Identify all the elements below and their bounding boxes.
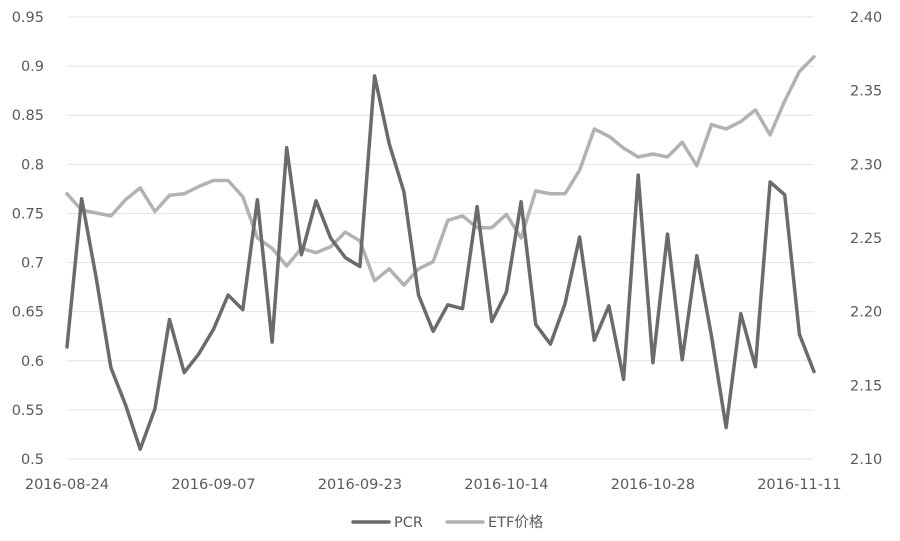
left-y-tick-label: 0.85: [12, 108, 44, 124]
x-tick-label: 2016-11-11: [757, 477, 841, 493]
right-y-tick-label: 2.35: [850, 84, 882, 100]
x-axis: 2016-08-24 2016-09-07 2016-09-23 2016-10-14…: [25, 477, 842, 493]
left-y-tick-label: 0.75: [12, 206, 44, 222]
x-tick-label: 2016-08-24: [25, 477, 109, 493]
left-y-tick-label: 0.9: [21, 59, 44, 75]
legend-label-pcr: PCR: [394, 515, 423, 531]
left-y-tick-label: 0.5: [21, 452, 44, 468]
right-y-tick-label: 2.25: [850, 231, 882, 247]
left-y-tick-label: 0.55: [12, 403, 44, 419]
left-y-tick-label: 0.7: [21, 256, 44, 272]
right-y-tick-label: 2.40: [850, 10, 882, 26]
right-y-axis: 2.10 2.15 2.20 2.25 2.30 2.35 2.40: [850, 10, 882, 468]
x-tick-label: 2016-09-23: [318, 477, 402, 493]
legend-label-etf-price: ETF价格: [488, 514, 544, 531]
right-y-tick-label: 2.30: [850, 157, 882, 173]
right-y-tick-label: 2.10: [850, 452, 882, 468]
right-y-tick-label: 2.15: [850, 378, 882, 394]
left-y-tick-label: 0.65: [12, 305, 44, 321]
pcr-series-line: [65, 74, 816, 451]
right-y-tick-label: 2.20: [850, 305, 882, 321]
left-y-tick-label: 0.6: [21, 354, 44, 370]
left-y-tick-label: 0.95: [12, 10, 44, 26]
x-tick-label: 2016-10-28: [611, 477, 695, 493]
left-y-tick-label: 0.8: [21, 157, 44, 173]
series-lines: [65, 55, 816, 451]
x-tick-label: 2016-09-07: [171, 477, 255, 493]
left-y-axis: 0.5 0.55 0.6 0.65 0.7 0.75 0.8 0.85 0.9 0.95: [12, 10, 44, 468]
etf-price-series-line: [65, 55, 816, 287]
legend: PCR ETF价格: [351, 514, 544, 531]
x-tick-label: 2016-10-14: [464, 477, 548, 493]
